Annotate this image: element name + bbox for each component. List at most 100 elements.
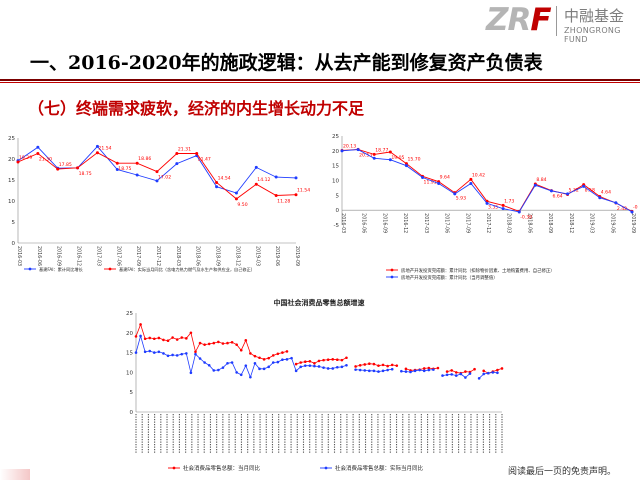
legend-marker <box>324 466 328 470</box>
data-point <box>496 371 499 375</box>
x-tick-label: 2016-09 <box>56 246 62 266</box>
data-point <box>317 365 321 368</box>
logo-chinese-name: 中融基金 <box>564 7 625 25</box>
x-tick-label: 2017-03 <box>423 213 429 233</box>
data-point <box>189 331 193 335</box>
data-label: 20.13 <box>343 144 356 150</box>
data-point <box>234 191 238 195</box>
x-tick-label: 2019-09 <box>630 213 636 233</box>
data-point <box>303 360 307 364</box>
data-point <box>115 168 119 171</box>
data-point <box>496 368 499 372</box>
y-tick-label: -5 <box>334 223 340 229</box>
data-label: 5.32 <box>569 187 579 193</box>
data-label: 18.77 <box>375 147 388 153</box>
data-point <box>473 367 476 371</box>
data-point <box>400 369 403 373</box>
x-tick-label: 2019-06 <box>609 213 615 233</box>
data-label: 19.29 <box>19 155 32 161</box>
data-label: 21.31 <box>178 147 191 153</box>
disclaimer-footer: 阅读最后一页的免责声明。 <box>508 467 617 477</box>
y-tick-label: 25 <box>332 134 339 140</box>
data-point <box>56 167 60 171</box>
y-tick-label: 0 <box>130 410 134 416</box>
data-point <box>363 363 367 366</box>
data-label: 19.05 <box>391 155 404 161</box>
data-point <box>285 350 289 353</box>
legend-label: 房地产开发投资完成额：累计同比（扣除物价因素、土地购置费用、自己修正） <box>401 267 555 274</box>
data-point <box>276 352 280 356</box>
data-label: 4.64 <box>601 190 611 196</box>
data-point <box>267 356 270 360</box>
data-point <box>230 361 234 364</box>
data-point <box>235 371 238 374</box>
series-line <box>135 323 288 360</box>
data-point <box>294 362 298 366</box>
data-point <box>331 358 335 361</box>
data-point <box>436 366 440 370</box>
data-point <box>135 173 139 177</box>
data-point <box>155 179 159 183</box>
data-point <box>418 368 421 372</box>
data-point <box>390 367 394 371</box>
data-label: 1.73 <box>504 198 514 204</box>
data-point <box>445 373 449 377</box>
data-label: 9.50 <box>237 202 247 208</box>
decorative-strip <box>0 469 30 480</box>
data-point <box>372 369 376 373</box>
data-point <box>171 353 174 357</box>
data-point <box>249 375 252 379</box>
data-point <box>437 181 441 185</box>
data-point <box>345 363 348 367</box>
data-point <box>421 176 425 180</box>
legend-label: 基建FAI：实际当月同比（含电力热力燃气及水生产和供应业，自己修正） <box>119 266 255 273</box>
data-label: 21.30 <box>39 157 52 163</box>
data-point <box>614 201 618 205</box>
data-point <box>454 374 458 377</box>
data-point <box>143 350 147 354</box>
data-label: 11.28 <box>277 199 290 205</box>
series-line <box>295 357 347 365</box>
data-point <box>322 358 325 362</box>
series-line <box>17 152 297 200</box>
x-tick-label: 2017-06 <box>115 246 121 266</box>
data-label: 17.02 <box>158 175 171 181</box>
data-point <box>180 336 184 339</box>
logo-english-name: ZHONGRONG FUND <box>564 26 621 44</box>
data-point <box>234 197 238 201</box>
data-label: -0.39 <box>520 214 532 220</box>
series-line <box>355 363 397 367</box>
data-point <box>189 371 193 375</box>
x-tick-label: 2016-12 <box>402 213 408 233</box>
data-point <box>139 334 142 338</box>
data-point <box>294 176 298 180</box>
data-point <box>258 367 261 371</box>
data-point <box>336 365 339 369</box>
data-point <box>207 363 211 367</box>
data-label: 21.54 <box>98 146 111 152</box>
data-point <box>175 162 179 166</box>
data-point <box>340 149 344 153</box>
x-tick-label: 2018-09 <box>215 246 221 266</box>
legend-marker <box>390 268 394 272</box>
legend-marker <box>108 267 112 271</box>
data-point <box>340 358 344 362</box>
data-point <box>477 377 481 380</box>
y-tick-label: 5 <box>12 220 16 226</box>
data-point <box>390 363 394 367</box>
data-point <box>175 152 179 156</box>
data-point <box>445 370 449 373</box>
data-label: 18.75 <box>79 171 92 177</box>
x-tick-label: 2019-09 <box>294 246 300 266</box>
data-point <box>294 369 298 373</box>
data-point <box>358 363 362 367</box>
data-point <box>217 340 220 344</box>
data-point <box>326 358 330 362</box>
x-tick-label: 2017-12 <box>155 246 161 266</box>
data-point <box>198 341 202 345</box>
data-point <box>244 339 248 342</box>
data-point <box>254 165 258 169</box>
data-point <box>215 185 219 189</box>
data-point <box>372 152 376 156</box>
data-label: 3.35 <box>488 204 498 210</box>
